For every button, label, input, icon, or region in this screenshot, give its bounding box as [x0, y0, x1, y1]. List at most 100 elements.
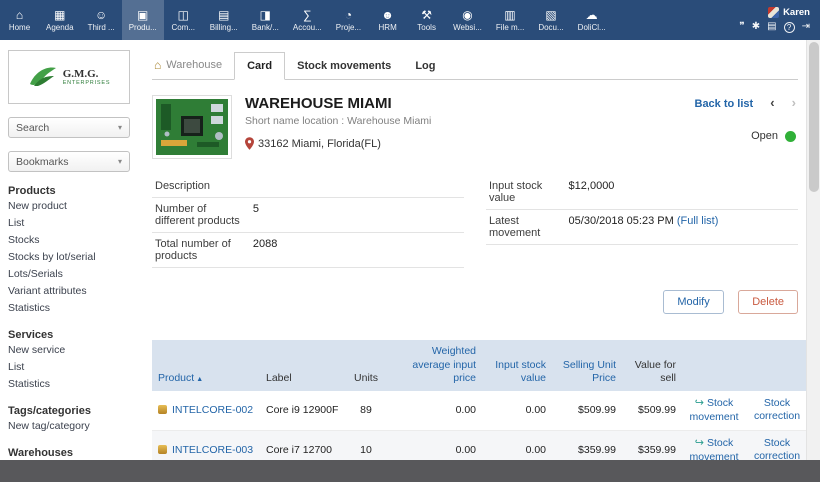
- tab-stock-movements[interactable]: Stock movements: [285, 53, 403, 79]
- stock-movement-link[interactable]: ↪Stock movement: [689, 397, 738, 423]
- cell-label: Core i7 12700: [260, 430, 346, 460]
- stock-movement-link[interactable]: ↪Stock movement: [689, 437, 738, 460]
- topnav-item-label: Tools: [417, 23, 436, 32]
- topnav-item-label: Accou...: [293, 23, 322, 32]
- col-input-stock-value[interactable]: Input stock value: [482, 340, 552, 391]
- address-line: 33162 Miami, Florida(FL): [245, 137, 431, 150]
- col-units: Units: [346, 340, 386, 391]
- topnav-item-tools[interactable]: ⚒Tools: [407, 0, 446, 40]
- col-weighted-average-input-price[interactable]: Weighted average input price: [386, 340, 482, 391]
- topnav-item-proje[interactable]: ◔Proje...: [329, 0, 368, 40]
- sidebar-item-variant-attributes[interactable]: Variant attributes: [8, 282, 130, 299]
- topnav-item-label: DoliCl...: [578, 23, 606, 32]
- sidebar-item-stocks[interactable]: Stocks: [8, 231, 130, 248]
- topnav-item-label: HRM: [379, 23, 397, 32]
- topnav-item-billing[interactable]: ▤Billing...: [203, 0, 245, 40]
- sidebar-section-warehouses[interactable]: Warehouses: [8, 447, 130, 459]
- table-row: INTELCORE-003Core i7 12700100.000.00$359…: [152, 430, 806, 460]
- topnav-item-com[interactable]: ◫Com...: [164, 0, 203, 40]
- cell-input-stock-value: 0.00: [482, 430, 552, 460]
- detail-row-latest-movement: Latest movement 05/30/2018 05:23 PM (Ful…: [486, 210, 798, 245]
- topnav-item-label: Com...: [171, 23, 195, 32]
- col-selling-unit-price[interactable]: Selling Unit Price: [552, 340, 622, 391]
- sidebar-item-list[interactable]: List: [8, 358, 130, 375]
- detail-value: $12,0000: [569, 180, 615, 204]
- detail-value: 5: [253, 203, 259, 227]
- cell-weighted-average-input-price: 0.00: [386, 430, 482, 460]
- user-menu[interactable]: Karen: [768, 7, 810, 18]
- cell-stock-movement: ↪Stock movement: [682, 430, 746, 460]
- topnav-menu: ⌂Home▦Agenda☺Third ...▣Produ...◫Com...▤B…: [0, 0, 613, 40]
- status-open-dot: [785, 131, 796, 142]
- topnav-item-docu[interactable]: ▧Docu...: [531, 0, 570, 40]
- scrollbar-thumb[interactable]: [809, 42, 819, 192]
- sidebar-item-new-tag-category[interactable]: New tag/category: [8, 417, 130, 434]
- delete-button[interactable]: Delete: [738, 290, 798, 314]
- full-list-link[interactable]: (Full list): [677, 215, 719, 227]
- sidebar-section-services[interactable]: Services: [8, 329, 130, 341]
- help-icon[interactable]: ?: [784, 22, 795, 33]
- sidebar-item-new-service[interactable]: New service: [8, 341, 130, 358]
- topnav-item-label: Proje...: [336, 23, 361, 32]
- short-name-line: Short name location : Warehouse Miami: [245, 115, 431, 127]
- logout-icon[interactable]: ⇥: [802, 21, 810, 33]
- hrm-icon: ☻: [381, 8, 394, 22]
- tab-log[interactable]: Log: [403, 53, 447, 79]
- back-to-list-link[interactable]: Back to list: [695, 98, 754, 110]
- bookmarks-dropdown[interactable]: Bookmarks ▾: [8, 151, 130, 172]
- topnav-item-produ[interactable]: ▣Produ...: [122, 0, 164, 40]
- topnav-item-file-m[interactable]: ▥File m...: [489, 0, 531, 40]
- detail-label: Latest movement: [489, 215, 569, 239]
- sidebar-item-stocks-by-lot-serial[interactable]: Stocks by lot/serial: [8, 248, 130, 265]
- topnav-item-third[interactable]: ☺Third ...: [81, 0, 122, 40]
- details-right: Input stock value $12,0000 Latest moveme…: [486, 175, 798, 268]
- tab-card[interactable]: Card: [234, 52, 285, 80]
- cell-value-for-sell: $359.99: [622, 430, 682, 460]
- topnav-item-label: Billing...: [210, 23, 238, 32]
- stock-correction-link[interactable]: Stock correction: [754, 397, 800, 422]
- bottom-bar: [0, 460, 820, 482]
- next-record-icon[interactable]: ›: [792, 95, 796, 110]
- action-buttons: Modify Delete: [152, 290, 798, 314]
- product-ref-link[interactable]: INTELCORE-002: [172, 404, 253, 416]
- tab-object-label: Warehouse: [166, 59, 222, 71]
- topnav-item-accou[interactable]: ∑Accou...: [286, 0, 329, 40]
- prev-record-icon[interactable]: ‹: [770, 95, 774, 110]
- details-section: Description Number of different products…: [152, 175, 798, 268]
- company-name: G.M.G.: [63, 68, 111, 80]
- sidebar-item-list[interactable]: List: [8, 214, 130, 231]
- topnav-item-bank[interactable]: ◨Bank/...: [245, 0, 286, 40]
- topnav-item-hrm[interactable]: ☻HRM: [368, 0, 407, 40]
- cell-product: INTELCORE-002: [152, 391, 260, 430]
- topnav-item-dolicl[interactable]: ☁DoliCl...: [571, 0, 613, 40]
- company-logo: G.M.G. ENTERPRISES: [8, 50, 130, 104]
- topnav-item-agenda[interactable]: ▦Agenda: [39, 0, 81, 40]
- user-name: Karen: [783, 7, 810, 18]
- products-icon: ▣: [137, 8, 148, 22]
- col-product[interactable]: Product▲: [152, 340, 260, 391]
- sidebar-item-statistics[interactable]: Statistics: [8, 299, 130, 316]
- sidebar-item-lots-serials[interactable]: Lots/Serials: [8, 265, 130, 282]
- sidebar-section-products[interactable]: Products: [8, 185, 130, 197]
- sidebar-item-new-product[interactable]: New product: [8, 197, 130, 214]
- sidebar-item-statistics[interactable]: Statistics: [8, 375, 130, 392]
- user-avatar: [768, 7, 779, 18]
- search-dropdown[interactable]: Search ▾: [8, 117, 130, 138]
- detail-label: Total number of products: [155, 238, 253, 262]
- topnav-item-label: Agenda: [46, 23, 74, 32]
- topnav-item-websi[interactable]: ◉Websi...: [446, 0, 489, 40]
- topnav-item-home[interactable]: ⌂Home: [0, 0, 39, 40]
- chat-icon[interactable]: ❞: [739, 21, 744, 33]
- product-ref-link[interactable]: INTELCORE-003: [172, 444, 253, 456]
- modify-button[interactable]: Modify: [663, 290, 723, 314]
- vertical-scrollbar[interactable]: [806, 40, 820, 460]
- sidebar-menu: ProductsNew productListStocksStocks by l…: [8, 185, 130, 460]
- title-block: WAREHOUSE MIAMI Short name location : Wa…: [245, 95, 431, 159]
- stock-correction-link[interactable]: Stock correction: [754, 437, 800, 460]
- print-icon[interactable]: ▤: [767, 21, 776, 33]
- feedback-icon[interactable]: ✱: [752, 21, 760, 33]
- documents-icon: ▧: [545, 8, 556, 22]
- cell-weighted-average-input-price: 0.00: [386, 391, 482, 430]
- sidebar-section-tags-categories[interactable]: Tags/categories: [8, 405, 130, 417]
- col-stock-movement: [682, 340, 746, 391]
